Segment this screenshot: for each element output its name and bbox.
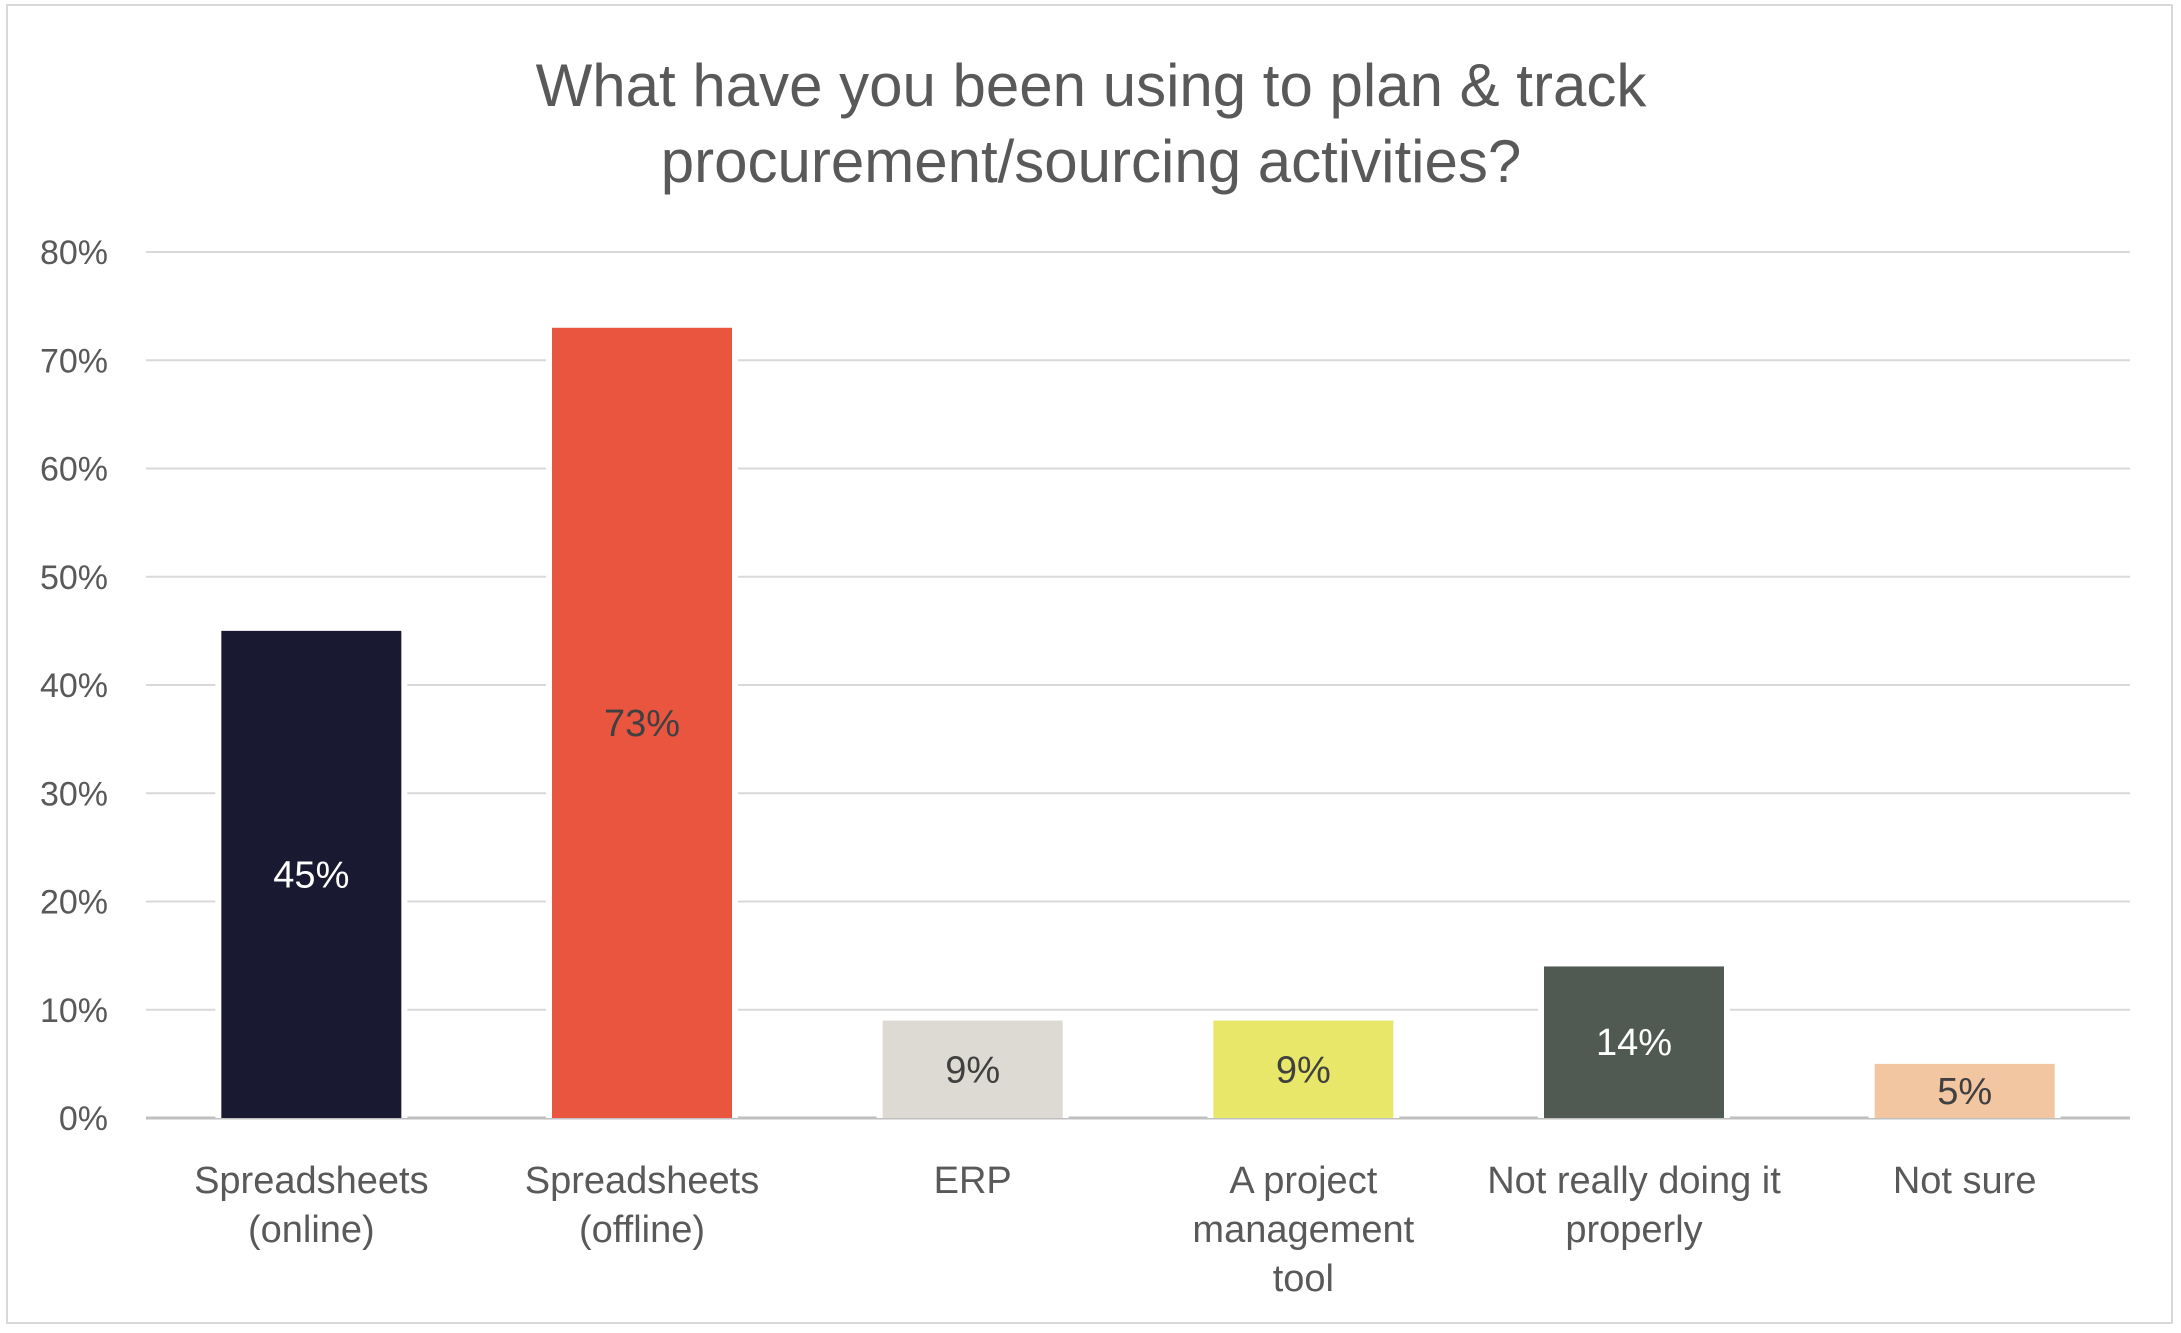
data-label: 5% (1937, 1071, 1992, 1113)
bar (882, 1020, 1063, 1118)
chart-title-line-2: procurement/sourcing activities? (661, 128, 1521, 195)
category-label: management (1192, 1209, 1414, 1251)
bar (1874, 1063, 2055, 1118)
chart-title-line-1: What have you been using to plan & track (536, 52, 1648, 119)
category-label: Not sure (1893, 1160, 2037, 1202)
y-tick-label: 20% (40, 884, 108, 922)
category-label: tool (1273, 1258, 1334, 1300)
data-label: 14% (1596, 1022, 1672, 1064)
data-label: 45% (273, 854, 349, 896)
y-tick-label: 40% (40, 667, 108, 705)
category-label: (online) (248, 1209, 375, 1251)
y-tick-label: 10% (40, 992, 108, 1030)
y-tick-label: 80% (40, 234, 108, 272)
bars (215, 321, 2061, 1118)
y-tick-label: 60% (40, 451, 108, 489)
bar (221, 630, 402, 1118)
data-label: 73% (604, 703, 680, 745)
category-label: Not really doing it (1487, 1160, 1781, 1202)
y-axis-ticks: 0% 10% 20% 30% 40% 50% 60% 70% 80% (40, 234, 108, 1138)
category-label: (offline) (579, 1209, 705, 1251)
bar (1213, 1020, 1394, 1118)
data-label: 9% (1276, 1049, 1331, 1091)
bar-chart: What have you been using to plan & track… (40, 52, 2130, 1300)
category-label: Spreadsheets (525, 1160, 760, 1202)
data-label: 9% (945, 1049, 1000, 1091)
gridlines (146, 251, 2130, 1120)
y-tick-label: 0% (59, 1100, 108, 1138)
y-tick-label: 50% (40, 559, 108, 597)
bar (552, 327, 732, 1118)
category-label: A project (1229, 1160, 1377, 1202)
category-label: Spreadsheets (194, 1160, 429, 1202)
data-labels: 45% 73% 9% 9% 14% 5% (273, 703, 1992, 1113)
y-tick-label: 30% (40, 775, 108, 813)
chart-frame: What have you been using to plan & track… (6, 4, 2173, 1324)
category-label: properly (1565, 1209, 1702, 1251)
bar (1544, 966, 1724, 1118)
x-axis-categories: Spreadsheets (online) Spreadsheets (offline… (194, 1160, 2036, 1300)
category-label: ERP (934, 1160, 1012, 1202)
y-tick-label: 70% (40, 342, 108, 380)
